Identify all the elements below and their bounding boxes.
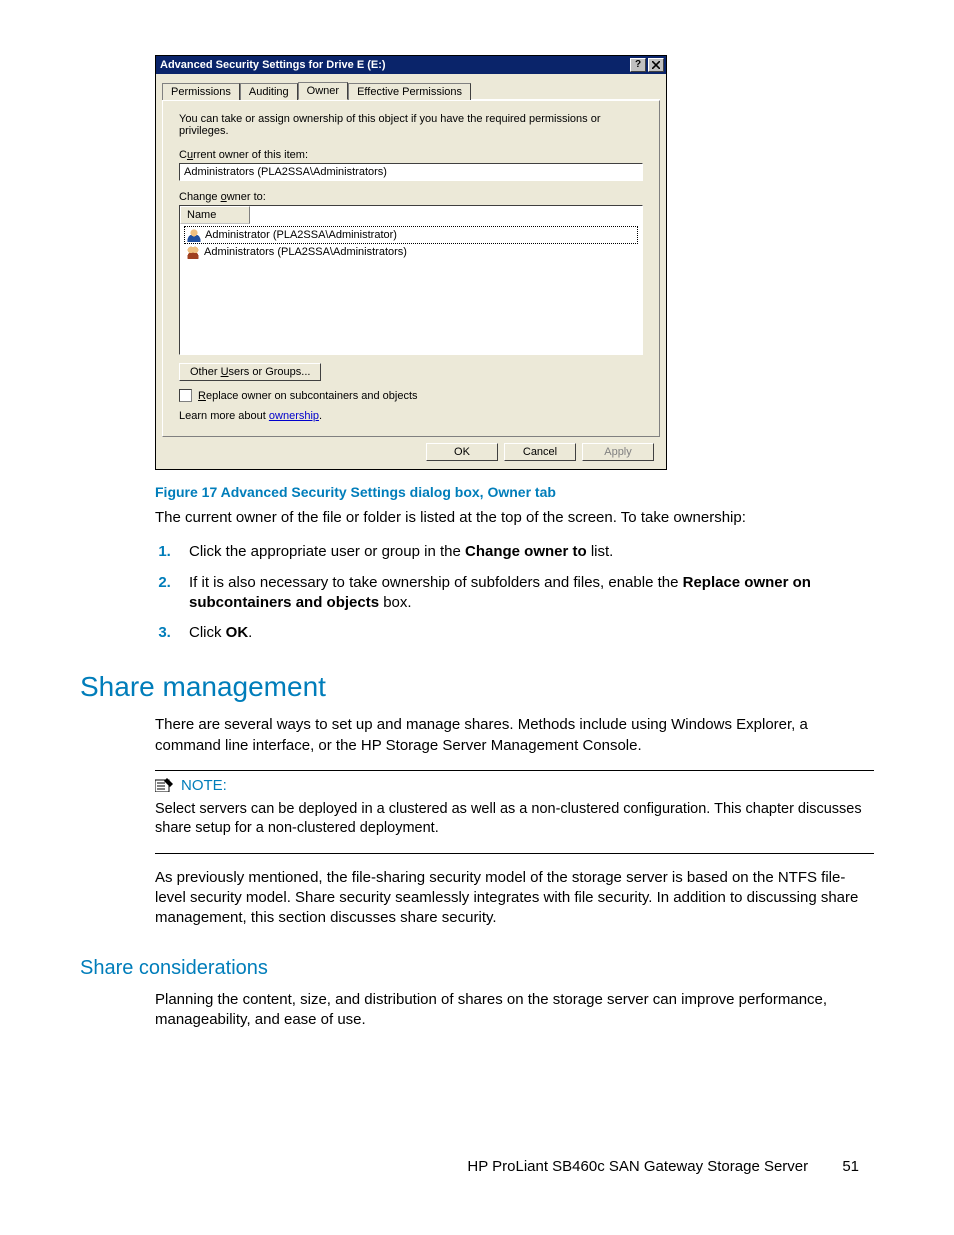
tab-permissions[interactable]: Permissions <box>162 83 240 100</box>
current-owner-field: Administrators (PLA2SSA\Administrators) <box>179 163 643 181</box>
footer-text: HP ProLiant SB460c SAN Gateway Storage S… <box>467 1158 808 1175</box>
page-footer: HP ProLiant SB460c SAN Gateway Storage S… <box>0 1158 954 1175</box>
cancel-button[interactable]: Cancel <box>504 443 576 461</box>
list-item[interactable]: Administrators (PLA2SSA\Administrators) <box>184 244 638 260</box>
share-management-para: There are several ways to set up and man… <box>155 715 874 756</box>
heading-share-considerations: Share considerations <box>80 957 874 980</box>
owner-tab-panel: You can take or assign ownership of this… <box>162 100 660 437</box>
note-block: NOTE: Select servers can be deployed in … <box>155 777 874 839</box>
help-icon[interactable]: ? <box>630 58 646 72</box>
dialog-titlebar: Advanced Security Settings for Drive E (… <box>156 56 666 74</box>
ownership-link[interactable]: ownership <box>269 410 319 422</box>
step-item: Click the appropriate user or group in t… <box>175 542 874 562</box>
divider <box>155 770 874 771</box>
change-owner-list[interactable]: Name Administrator (PLA2SSA\Administrato… <box>179 205 643 355</box>
list-item-label: Administrator (PLA2SSA\Administrator) <box>205 229 397 241</box>
list-item-label: Administrators (PLA2SSA\Administrators) <box>204 246 407 258</box>
owner-intro-text: You can take or assign ownership of this… <box>179 113 643 137</box>
share-considerations-para: Planning the content, size, and distribu… <box>155 990 874 1031</box>
list-header-name: Name <box>180 206 250 224</box>
tab-bar: Permissions Auditing Owner Effective Per… <box>162 80 660 100</box>
user-icon <box>187 228 201 242</box>
learn-more-text: Learn more about ownership. <box>179 410 643 422</box>
replace-owner-row: Replace owner on subcontainers and objec… <box>179 389 643 402</box>
note-text: Select servers can be deployed in a clus… <box>155 800 874 839</box>
dialog-footer: OK Cancel Apply <box>162 437 660 461</box>
dialog-title: Advanced Security Settings for Drive E (… <box>160 59 386 71</box>
tab-auditing[interactable]: Auditing <box>240 83 298 100</box>
change-owner-label: Change owner to: <box>179 191 643 203</box>
group-icon <box>186 245 200 259</box>
list-item[interactable]: Administrator (PLA2SSA\Administrator) <box>184 226 638 244</box>
share-management-para2: As previously mentioned, the file-sharin… <box>155 868 874 929</box>
close-icon[interactable] <box>648 58 664 72</box>
apply-button: Apply <box>582 443 654 461</box>
tab-owner[interactable]: Owner <box>298 82 348 100</box>
step-item: Click OK. <box>175 623 874 643</box>
heading-share-management: Share management <box>80 671 874 703</box>
current-owner-label: Current owner of this item: <box>179 149 643 161</box>
ok-button[interactable]: OK <box>426 443 498 461</box>
owner-list-body: Administrator (PLA2SSA\Administrator) Ad… <box>180 224 642 262</box>
ownership-intro-text: The current owner of the file or folder … <box>155 508 874 528</box>
replace-owner-label: Replace owner on subcontainers and objec… <box>198 390 418 402</box>
other-users-button[interactable]: Other Users or Groups... <box>179 363 321 381</box>
security-dialog: Advanced Security Settings for Drive E (… <box>155 55 667 470</box>
figure-caption: Figure 17 Advanced Security Settings dia… <box>155 484 874 500</box>
tab-effective-permissions[interactable]: Effective Permissions <box>348 83 471 100</box>
replace-owner-checkbox[interactable] <box>179 389 192 402</box>
step-item: If it is also necessary to take ownershi… <box>175 573 874 614</box>
page-number: 51 <box>842 1158 859 1175</box>
note-icon <box>155 778 173 792</box>
steps-list: Click the appropriate user or group in t… <box>175 542 874 643</box>
note-heading: NOTE: <box>155 777 874 794</box>
divider <box>155 853 874 854</box>
